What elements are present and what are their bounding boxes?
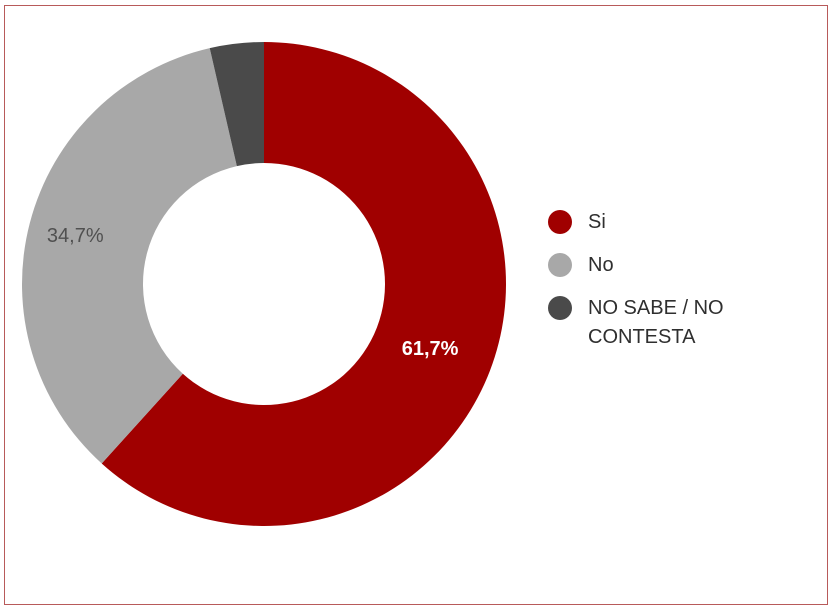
legend-label-no-sabe: NO SABE / NO CONTESTA bbox=[588, 297, 724, 348]
slice-label-1: 34,7% bbox=[47, 225, 104, 247]
legend-swatch-no-sabe bbox=[548, 296, 572, 320]
legend-label-no: No bbox=[588, 254, 614, 276]
slice-label-0: 61,7% bbox=[402, 338, 459, 360]
legend-item-si[interactable]: Si bbox=[548, 208, 798, 237]
legend-item-no[interactable]: No bbox=[548, 251, 798, 280]
donut-slice-1[interactable] bbox=[22, 48, 237, 464]
legend-swatch-no bbox=[548, 253, 572, 277]
legend-swatch-si bbox=[548, 210, 572, 234]
legend-item-no-sabe[interactable]: NO SABE / NO CONTESTA bbox=[548, 294, 798, 352]
donut-slice-2[interactable] bbox=[209, 42, 264, 167]
chart-legend: Si No NO SABE / NO CONTESTA bbox=[548, 208, 798, 366]
donut-slice-0[interactable] bbox=[101, 42, 507, 526]
donut-chart: 61,7% 34,7% bbox=[22, 42, 507, 526]
legend-label-si: Si bbox=[588, 211, 606, 233]
